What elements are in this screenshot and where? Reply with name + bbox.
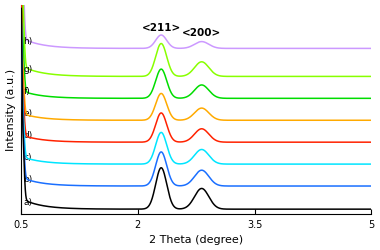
Text: g): g) bbox=[24, 65, 33, 74]
Text: <211>: <211> bbox=[142, 23, 181, 33]
Text: <200>: <200> bbox=[182, 28, 221, 38]
Text: d): d) bbox=[24, 131, 33, 140]
Text: c): c) bbox=[24, 152, 32, 162]
Text: e): e) bbox=[24, 109, 33, 118]
Text: a): a) bbox=[24, 198, 32, 206]
Text: h): h) bbox=[24, 37, 33, 46]
X-axis label: 2 Theta (degree): 2 Theta (degree) bbox=[149, 234, 243, 244]
Y-axis label: Intensity (a.u.): Intensity (a.u.) bbox=[6, 69, 16, 151]
Text: f): f) bbox=[24, 87, 30, 96]
Text: b): b) bbox=[24, 174, 33, 183]
